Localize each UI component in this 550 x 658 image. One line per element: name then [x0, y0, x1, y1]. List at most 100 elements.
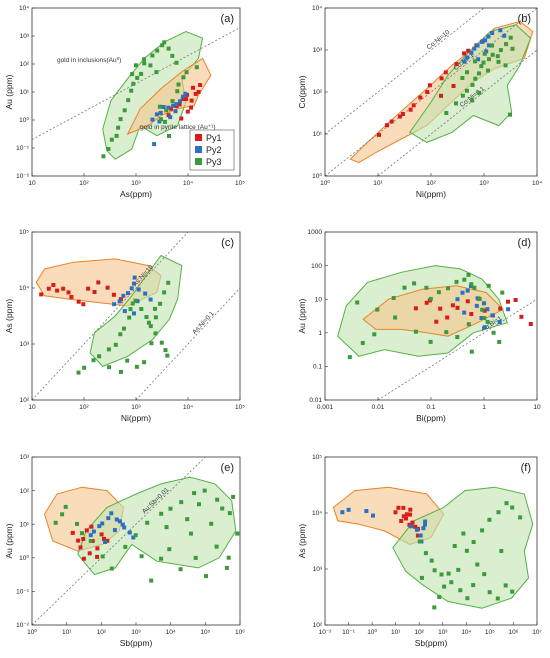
point-py2 [114, 517, 119, 522]
point-py3 [144, 315, 149, 319]
y-tick-label: 10⁻² [16, 622, 30, 629]
point-py3 [477, 90, 482, 95]
x-tick-label: 10² [415, 629, 425, 636]
point-py3 [499, 549, 504, 553]
point-py3 [159, 117, 163, 122]
point-py1 [465, 299, 470, 304]
reference-line [32, 457, 206, 625]
point-py3 [436, 290, 441, 295]
point-py2 [479, 39, 484, 44]
point-py3 [504, 42, 509, 47]
point-py3 [215, 497, 220, 502]
point-py3 [508, 35, 513, 40]
point-py2 [152, 142, 157, 147]
point-py3 [470, 98, 475, 103]
x-tick-label: 10⁶ [508, 629, 518, 636]
point-py1 [401, 505, 406, 510]
line-label: Co:Ni=10 [426, 29, 452, 52]
point-py3 [139, 554, 144, 559]
point-py2 [109, 511, 114, 516]
point-py3 [477, 296, 482, 301]
y-tick-label: 10² [20, 488, 30, 495]
point-py3 [194, 65, 199, 70]
point-py3 [220, 506, 225, 511]
reference-line [32, 27, 240, 140]
point-py3 [466, 322, 471, 327]
point-py2 [117, 519, 122, 524]
point-py2 [100, 521, 105, 526]
x-tick-label: 10³ [131, 629, 141, 636]
x-axis-label: As(ppm) [120, 189, 152, 199]
point-py3 [355, 300, 360, 305]
line-label: As:Ni=0.1 [191, 310, 216, 336]
point-py3 [133, 533, 138, 538]
x-tick-label: 10² [79, 404, 89, 411]
panel-label: (e) [221, 462, 234, 474]
point-py3 [486, 283, 491, 288]
point-py1 [81, 302, 86, 307]
point-py1 [427, 83, 432, 88]
point-py2 [490, 313, 495, 318]
point-py3 [122, 108, 127, 113]
point-py3 [127, 315, 132, 320]
point-py1 [519, 314, 524, 319]
point-py3 [204, 574, 208, 579]
point-py1 [415, 533, 420, 538]
point-py1 [193, 91, 198, 96]
point-py1 [76, 538, 81, 543]
point-py1 [454, 62, 459, 66]
point-py2 [469, 50, 474, 55]
point-py2 [340, 510, 345, 515]
field-py3 [392, 486, 534, 609]
point-py2 [485, 307, 490, 312]
point-py2 [423, 522, 427, 527]
point-py1 [81, 556, 86, 561]
point-py3 [142, 57, 146, 62]
point-py1 [528, 322, 533, 326]
point-py1 [404, 516, 408, 521]
point-py3 [510, 505, 515, 510]
point-py3 [482, 572, 487, 577]
point-py1 [39, 292, 44, 297]
point-py3 [500, 290, 505, 295]
point-py2 [122, 525, 127, 530]
x-axis-label: Bi(ppm) [416, 413, 446, 423]
point-py1 [425, 90, 430, 94]
point-py2 [97, 524, 102, 529]
point-py3 [510, 46, 515, 51]
y-tick-label: 10⁰ [19, 116, 29, 124]
point-py3 [471, 540, 476, 544]
point-py3 [423, 551, 428, 556]
plot-area [32, 27, 240, 160]
point-py3 [455, 335, 460, 339]
point-py3 [465, 70, 469, 75]
y-tick-label: 1 [318, 330, 322, 337]
point-py3 [157, 104, 162, 109]
point-py1 [401, 514, 406, 519]
point-py2 [486, 43, 491, 48]
x-tick-label: 1 [482, 404, 486, 411]
point-py3 [134, 364, 139, 369]
point-py3 [473, 76, 478, 81]
y-tick-label: 10⁵ [19, 229, 29, 236]
point-py2 [132, 281, 136, 286]
point-py1 [189, 98, 194, 103]
point-py3 [166, 46, 171, 51]
point-py3 [439, 572, 444, 577]
point-py3 [429, 558, 434, 563]
point-py2 [506, 307, 511, 312]
y-tick-label: 10⁰ [312, 172, 322, 180]
x-tick-label: 10¹ [373, 180, 383, 187]
point-py1 [404, 512, 409, 517]
point-py3 [460, 93, 465, 98]
point-py3 [360, 341, 365, 345]
point-py2 [157, 119, 162, 124]
point-py3 [452, 544, 457, 548]
panel-a: 10 10² 10³ 10⁴ 10⁵ 10⁻² 10⁻¹ 10⁰ 10¹ 10² 10³ 10⁴ As(… [4, 5, 245, 199]
point-py3 [227, 511, 232, 516]
point-py2 [181, 94, 185, 99]
plot-frame [324, 456, 538, 626]
point-py1 [439, 76, 444, 81]
